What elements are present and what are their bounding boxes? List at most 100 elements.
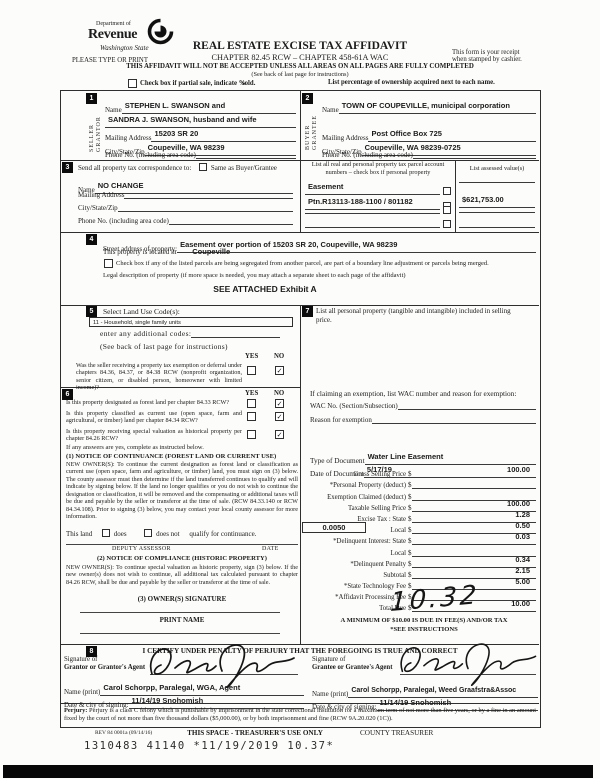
divider (60, 160, 539, 161)
street-address-field[interactable]: Easement over portion of 15203 SR 20, Co… (177, 234, 536, 253)
divider (60, 232, 539, 233)
q3-yes-checkbox[interactable] (247, 430, 256, 439)
grantee-name-field[interactable]: Carol Schorpp, Paralegal, Weed Graafstra… (348, 679, 538, 698)
grantee-signature-line[interactable] (400, 674, 536, 675)
section5-no-checkbox[interactable]: ✓ (275, 366, 284, 375)
corr-city-field[interactable] (117, 203, 293, 212)
seller-name2-field[interactable]: SANDRA J. SWANSON, husband and wife (105, 109, 296, 128)
grantor-name-print-label: Name (print) (64, 688, 101, 696)
buyer-side-label2: GRANTEE (312, 115, 318, 150)
section6-no-label: NO (274, 390, 285, 397)
personal-property-deduct-field[interactable] (411, 470, 536, 490)
taxable-selling-price-field[interactable]: 100.00 (411, 493, 536, 512)
personal-property-checkbox-3[interactable] (443, 206, 451, 214)
parcel-field-3[interactable] (305, 205, 440, 214)
street-address-label: Street address of property: (103, 245, 178, 253)
row-label: *Delinquent Interest: State (333, 538, 406, 546)
excise-state-field[interactable]: 1.28 (411, 504, 536, 523)
deputy-assessor-line[interactable] (66, 544, 298, 545)
receipt-note-line1: This form is your receipt (452, 49, 520, 56)
assessed-field-3[interactable] (459, 204, 535, 213)
parcel-field-1[interactable]: Easement (305, 176, 440, 195)
buyer-phone-field[interactable] (412, 150, 536, 159)
exemption-claimed-field[interactable] (411, 482, 536, 501)
excise-local-field[interactable]: 0.50 (411, 515, 536, 535)
delinquent-interest-local-field[interactable] (411, 538, 536, 557)
county-treasurer-label: COUNTY TREASURER (360, 729, 434, 737)
grantee-date-city-label: Date & city of signing: (312, 703, 377, 711)
land-qualify-line: This land does does not qualify for cont… (66, 529, 256, 538)
buyer-name-field[interactable]: TOWN OF COUPEVILLE, municipal corporatio… (338, 95, 536, 114)
seller-name-field[interactable]: STEPHEN L. SWANSON and (121, 95, 296, 114)
correspondence-line: Send all property tax correspondence to:… (78, 163, 277, 172)
additional-codes-field[interactable] (191, 329, 280, 338)
q1-yes-checkbox[interactable] (247, 399, 256, 408)
grantee-date-value: 11/14/19 Snohomish (379, 698, 452, 707)
partial-sale-checkbox[interactable] (128, 79, 137, 88)
does-not-checkbox[interactable] (144, 529, 153, 537)
grantor-name-field[interactable]: Carol Schorpp, Paralegal, WGA, Agent (100, 677, 304, 696)
delinquent-interest-state-field[interactable]: 0.03 (411, 526, 536, 546)
assessed-field-4[interactable] (459, 219, 535, 228)
section5-yes-checkbox[interactable] (247, 366, 256, 375)
additional-codes-label: enter any additional codes: (100, 329, 192, 338)
parcel-field-2[interactable]: Ptn.R13113-188-1100 / 801182 (305, 191, 440, 210)
row-label: *State Technology Fee (343, 583, 406, 591)
segregated-checkbox[interactable] (104, 259, 113, 268)
state-technology-fee-field[interactable]: 5.00 (411, 571, 536, 591)
delinquent-penalty-field[interactable]: 0.34 (411, 549, 536, 568)
buyer-mailing-value: Post Office Box 725 (371, 129, 442, 138)
row-value: 0.03 (515, 532, 530, 542)
grantee-name-value: Carol Schorpp, Paralegal, Weed Graafstra… (351, 687, 517, 694)
owners-signature-line[interactable] (80, 612, 280, 613)
gross-selling-price-field[interactable]: 100.00 (411, 459, 536, 479)
buyer-mailing-field[interactable]: Post Office Box 725 (368, 123, 536, 142)
parcel-field-4[interactable] (305, 219, 440, 228)
does-checkbox[interactable] (102, 529, 110, 537)
seller-name-value: STEPHEN L. SWANSON and (124, 101, 226, 110)
grantor-name-value: Carol Schorpp, Paralegal, WGA, Agent (103, 683, 241, 692)
wac-label: WAC No. (Section/Subsection) (310, 402, 398, 410)
reason-field[interactable] (371, 415, 536, 424)
money-row-excise-local: 0.0050 Local $0.50 (302, 521, 536, 535)
grantee-date-field[interactable]: 11/14/19 Snohomish (376, 692, 538, 711)
type-of-document-field[interactable]: Water Line Easement (364, 446, 536, 465)
seller-phone-field[interactable] (195, 150, 296, 159)
seller-mailing-field[interactable]: 15203 SR 20 (151, 123, 296, 142)
affidavit-processing-fee-field[interactable] (411, 582, 536, 602)
row-label: Excise Tax : State (357, 515, 406, 523)
print-name-line[interactable] (80, 633, 280, 634)
section-4-number: 4 (86, 234, 97, 245)
local-rate-box[interactable]: 0.0050 (302, 521, 366, 533)
sold-label: sold. (242, 80, 256, 87)
type-of-document-label: Type of Document (310, 456, 365, 465)
q1-no-checkbox[interactable]: ✓ (275, 399, 284, 408)
total-due-field[interactable]: 10.00 (411, 593, 536, 613)
grantor-signature-line[interactable] (150, 674, 298, 675)
q2-yes-checkbox[interactable] (247, 412, 256, 421)
row-value: 10.00 (511, 599, 530, 609)
land-use-code-box[interactable]: 11 - Household, single family units (89, 317, 293, 327)
personal-property-checkbox-1[interactable] (443, 187, 451, 195)
corr-phone-field[interactable] (168, 216, 293, 225)
grantee-signature-label2: Grantee or Grantee's Agent (312, 664, 393, 671)
q2-no-checkbox[interactable]: ✓ (275, 412, 284, 421)
money-row-delinq-int-state: *Delinquent Interest: State $0.03 (310, 532, 536, 546)
assessed-field-1[interactable] (459, 174, 535, 183)
personal-property-checkbox-4[interactable] (443, 220, 451, 228)
buyer-city-field[interactable]: Coupeville, WA 98239-0725 (361, 137, 536, 156)
grantor-date-field[interactable]: 11/14/19 Snohomish (128, 690, 304, 709)
section5-no-label: NO (274, 353, 285, 360)
subtotal-field[interactable]: 2.15 (411, 560, 536, 579)
same-as-buyer-checkbox[interactable] (199, 163, 208, 171)
money-row-delinq-int-local: Local $ (310, 545, 536, 557)
dollar-sign: $ (408, 481, 412, 490)
corr-name-field[interactable]: NO CHANGE (94, 175, 293, 194)
q3-no-checkbox[interactable]: ✓ (275, 430, 284, 439)
seller-city-field[interactable]: Coupeville, WA 98239 (144, 137, 296, 156)
row-value: 2.15 (515, 565, 530, 575)
wac-field[interactable] (397, 401, 536, 410)
assessed-field-2[interactable]: $621,753.00 (459, 189, 535, 208)
corr-mailing-field[interactable] (124, 190, 293, 199)
grantor-date-value: 11/14/19 Snohomish (131, 696, 204, 705)
